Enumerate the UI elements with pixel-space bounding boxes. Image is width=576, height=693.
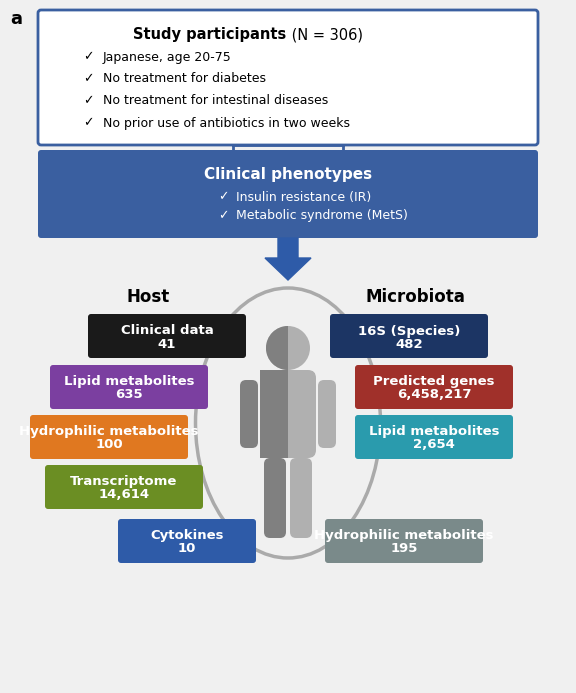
Wedge shape xyxy=(266,326,288,370)
Text: Lipid metabolites: Lipid metabolites xyxy=(369,426,499,439)
FancyBboxPatch shape xyxy=(38,10,538,145)
Text: No treatment for intestinal diseases: No treatment for intestinal diseases xyxy=(103,94,328,107)
Text: Metabolic syndrome (MetS): Metabolic syndrome (MetS) xyxy=(236,209,408,222)
Polygon shape xyxy=(265,238,311,280)
FancyBboxPatch shape xyxy=(318,380,336,448)
Text: Microbiota: Microbiota xyxy=(365,288,465,306)
FancyBboxPatch shape xyxy=(30,415,188,459)
Text: Study participants: Study participants xyxy=(132,28,286,42)
FancyBboxPatch shape xyxy=(38,150,538,238)
Text: ✓: ✓ xyxy=(218,191,228,204)
FancyBboxPatch shape xyxy=(50,365,208,409)
Text: 195: 195 xyxy=(391,543,418,556)
Text: a: a xyxy=(10,10,22,28)
FancyBboxPatch shape xyxy=(240,380,258,448)
Text: 100: 100 xyxy=(95,439,123,452)
Text: No treatment for diabetes: No treatment for diabetes xyxy=(103,73,266,85)
Text: Japanese, age 20-75: Japanese, age 20-75 xyxy=(103,51,232,64)
Text: 482: 482 xyxy=(395,337,423,351)
Circle shape xyxy=(266,326,310,370)
Text: Host: Host xyxy=(126,288,169,306)
Text: Insulin resistance (IR): Insulin resistance (IR) xyxy=(236,191,372,204)
FancyBboxPatch shape xyxy=(290,458,312,538)
FancyBboxPatch shape xyxy=(264,458,286,538)
Text: 2,654: 2,654 xyxy=(413,439,455,452)
Text: Hydrophilic metabolites: Hydrophilic metabolites xyxy=(314,529,494,543)
Text: No prior use of antibiotics in two weeks: No prior use of antibiotics in two weeks xyxy=(103,116,350,130)
Text: ✓: ✓ xyxy=(83,51,93,64)
FancyBboxPatch shape xyxy=(330,314,488,358)
Text: ✓: ✓ xyxy=(83,116,93,130)
Text: Clinical phenotypes: Clinical phenotypes xyxy=(204,166,372,182)
FancyBboxPatch shape xyxy=(355,365,513,409)
Text: ✓: ✓ xyxy=(218,209,228,222)
Text: Hydrophilic metabolites: Hydrophilic metabolites xyxy=(19,426,199,439)
Text: ✓: ✓ xyxy=(83,73,93,85)
Text: Predicted genes: Predicted genes xyxy=(373,376,495,389)
FancyBboxPatch shape xyxy=(260,370,316,458)
FancyBboxPatch shape xyxy=(45,465,203,509)
Text: Transcriptome: Transcriptome xyxy=(70,475,177,489)
Text: 6,458,217: 6,458,217 xyxy=(397,389,471,401)
Text: Lipid metabolites: Lipid metabolites xyxy=(64,376,194,389)
Text: 14,614: 14,614 xyxy=(98,489,150,502)
Text: 10: 10 xyxy=(178,543,196,556)
FancyBboxPatch shape xyxy=(118,519,256,563)
FancyBboxPatch shape xyxy=(325,519,483,563)
Text: (N = 306): (N = 306) xyxy=(287,28,363,42)
Text: ✓: ✓ xyxy=(83,94,93,107)
Text: Clinical data: Clinical data xyxy=(120,324,213,337)
Text: 635: 635 xyxy=(115,389,143,401)
Text: Cytokines: Cytokines xyxy=(150,529,223,543)
Text: 41: 41 xyxy=(158,337,176,351)
FancyBboxPatch shape xyxy=(88,314,246,358)
Bar xyxy=(260,370,288,458)
FancyBboxPatch shape xyxy=(355,415,513,459)
Text: 16S (Species): 16S (Species) xyxy=(358,324,460,337)
